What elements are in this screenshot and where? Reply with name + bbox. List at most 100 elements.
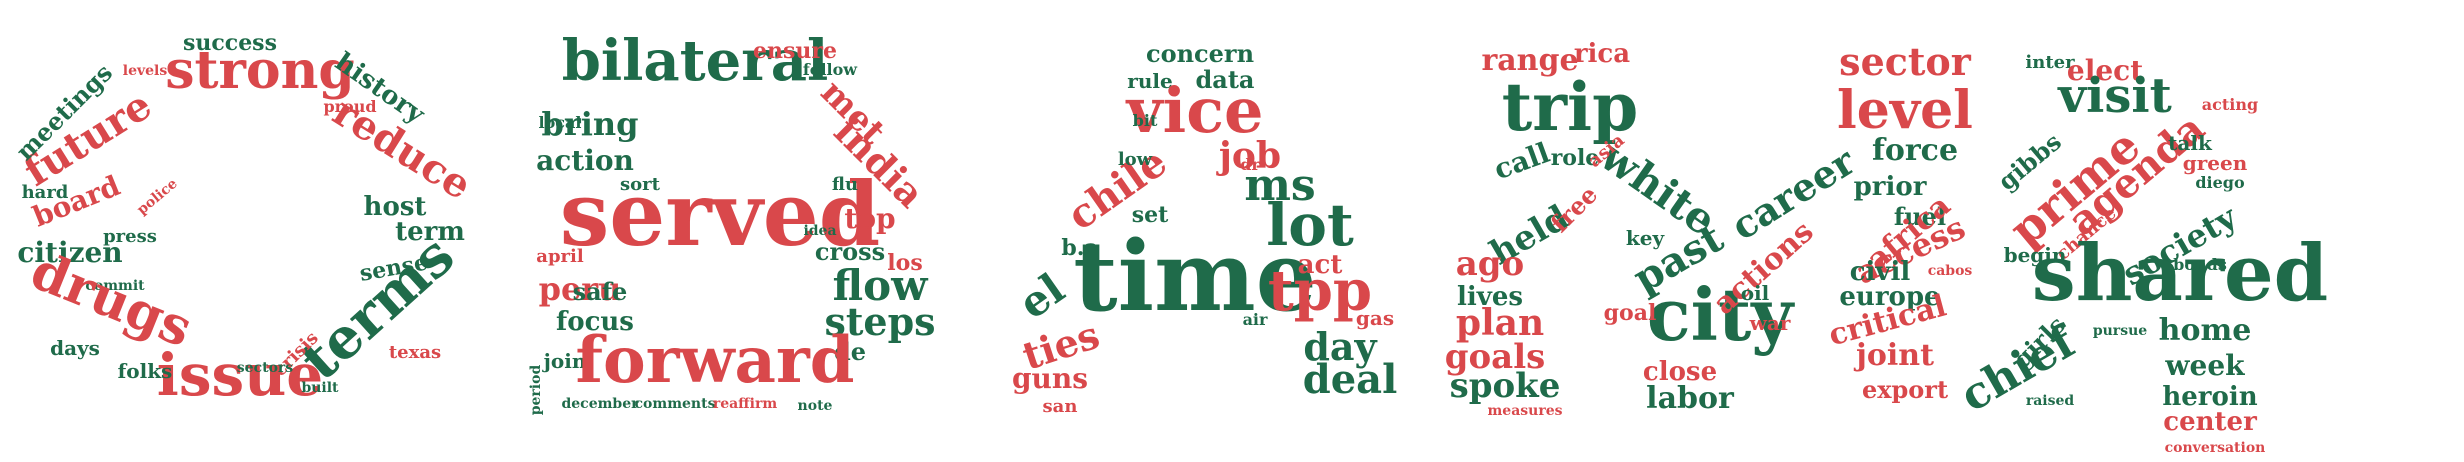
word-reaffirm: reaffirm: [713, 396, 778, 412]
word-key: key: [1626, 226, 1666, 250]
word-role: role: [1551, 145, 1600, 171]
word-goals: goals: [1445, 337, 1546, 377]
word-concern: concern: [1146, 39, 1254, 68]
word-action: action: [536, 144, 634, 177]
word-conversation: conversation: [2165, 440, 2266, 456]
word-follow: follow: [803, 60, 858, 79]
word-period: period: [528, 365, 544, 416]
word-rica: rica: [1574, 39, 1630, 69]
word-cross: cross: [815, 237, 885, 266]
word-heroin: heroin: [2162, 382, 2257, 412]
word-trip: trip: [1502, 68, 1638, 146]
word-bit: bit: [1133, 111, 1158, 130]
word-time: time: [1073, 220, 1316, 333]
word-issue: issue: [157, 341, 323, 409]
word-pursue: pursue: [2093, 323, 2147, 339]
word-term: term: [395, 217, 465, 247]
word-prior: prior: [1854, 172, 1927, 202]
word-cabos: cabos: [1928, 263, 1973, 279]
word-begin: begin: [2004, 243, 2067, 267]
word-ms: ms: [1244, 160, 1315, 211]
word-joint: joint: [1853, 338, 1934, 373]
word-force: force: [1872, 133, 1958, 168]
word-elect: elect: [2067, 54, 2143, 87]
word-b-a: b.a: [1061, 235, 1098, 261]
word-ago: ago: [1456, 244, 1524, 284]
word-de: de: [834, 337, 866, 366]
word-press: press: [103, 226, 157, 247]
word-sectors: sectors: [237, 360, 293, 376]
word-san: san: [1043, 396, 1078, 417]
word-los: los: [887, 250, 922, 276]
word-ensure: ensure: [753, 38, 837, 64]
word-oil: oil: [1741, 281, 1770, 305]
word-police: police: [134, 176, 181, 219]
word-low: low: [1118, 149, 1153, 170]
word-green: green: [2183, 151, 2248, 175]
word-sector: sector: [1839, 39, 1972, 84]
word-export: export: [1862, 375, 1948, 404]
word-success: success: [183, 30, 277, 56]
word-war: war: [1749, 311, 1791, 335]
word-day: day: [1303, 324, 1377, 369]
word-vice: vice: [1125, 74, 1264, 147]
word-folks: folks: [118, 359, 173, 383]
word-safe: safe: [573, 277, 628, 306]
word-steps: steps: [824, 299, 935, 344]
word-citizen: citizen: [17, 236, 122, 269]
word-level: level: [1837, 80, 1973, 141]
word-days: days: [50, 336, 100, 360]
word-forward: forward: [576, 323, 855, 398]
word-proud: proud: [323, 97, 376, 116]
word-close: close: [1643, 357, 1717, 387]
word-sort: sort: [620, 174, 661, 195]
word-hard: hard: [22, 182, 69, 203]
word-home: home: [2159, 313, 2252, 348]
word-tpp: tpp: [1268, 258, 1372, 324]
word-guns: guns: [1012, 362, 1088, 395]
word-fuel: fuel: [1894, 202, 1946, 231]
word-civil: civil: [1850, 257, 1911, 287]
word-inter: inter: [2025, 52, 2075, 73]
word-bring: bring: [541, 105, 638, 143]
word-data: data: [1196, 65, 1255, 94]
word-center: center: [2163, 407, 2257, 437]
word-comments: comments: [635, 396, 716, 412]
word-levels: levels: [123, 63, 168, 79]
word-idea: idea: [803, 223, 836, 239]
word-bilateral: bilateral: [562, 28, 829, 94]
word-raised: raised: [2026, 393, 2075, 409]
word-week: week: [2164, 349, 2245, 382]
word-april: april: [536, 246, 584, 267]
word-dr: dr: [1240, 155, 1260, 174]
word-spoke: spoke: [1450, 366, 1561, 406]
word-built: built: [301, 380, 339, 396]
word-bonds: bonds: [2173, 255, 2227, 274]
word-set: set: [1132, 202, 1169, 228]
word-strong: strong: [165, 40, 355, 101]
word-act: act: [1298, 250, 1343, 280]
word-served: served: [560, 162, 881, 266]
word-air: air: [1243, 310, 1268, 329]
word-visit: visit: [2057, 68, 2172, 124]
word-plan: plan: [1456, 302, 1544, 344]
word-range: range: [1481, 43, 1578, 78]
word-note: note: [798, 398, 833, 414]
word-december: december: [561, 396, 639, 412]
word-focus: focus: [556, 307, 634, 337]
letter-B: bilateralmetindiabringactionensureserved…: [528, 28, 936, 415]
word-shared: shared: [2032, 228, 2328, 319]
word-peru: peru: [539, 270, 622, 308]
word-job: job: [1216, 135, 1281, 177]
word-gas: gas: [1356, 306, 1394, 330]
word-top: top: [844, 202, 895, 235]
word-europe: europe: [1839, 282, 1940, 312]
word-goal: goal: [1604, 300, 1657, 326]
word-city: city: [1647, 272, 1795, 357]
word-measures: measures: [1487, 403, 1562, 419]
word-local: local: [539, 113, 582, 132]
word-deal: deal: [1303, 356, 1398, 403]
